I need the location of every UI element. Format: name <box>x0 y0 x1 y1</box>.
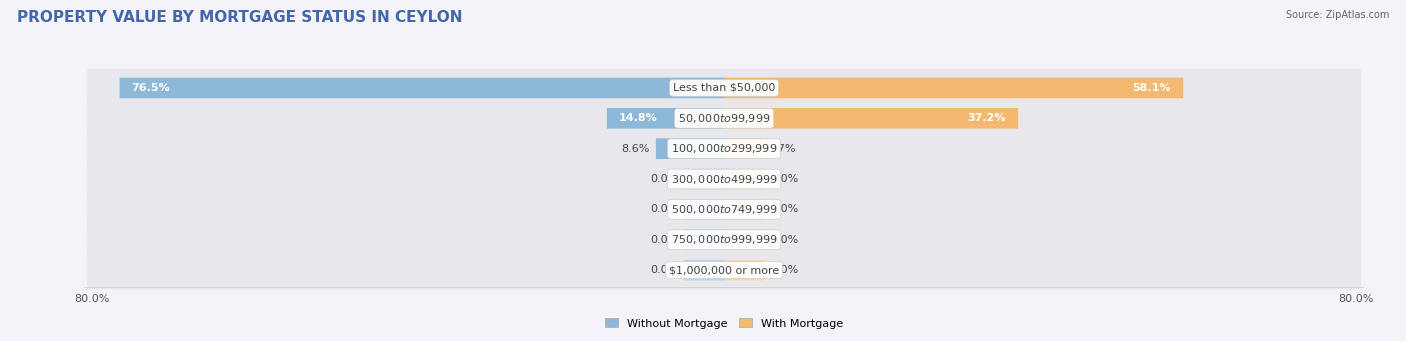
Text: 0.0%: 0.0% <box>770 265 799 275</box>
FancyBboxPatch shape <box>87 99 1361 137</box>
FancyBboxPatch shape <box>685 260 724 280</box>
FancyBboxPatch shape <box>685 199 724 220</box>
Text: 0.0%: 0.0% <box>650 204 678 214</box>
Text: $1,000,000 or more: $1,000,000 or more <box>669 265 779 275</box>
FancyBboxPatch shape <box>724 169 763 189</box>
FancyBboxPatch shape <box>655 138 724 159</box>
Text: 76.5%: 76.5% <box>132 83 170 93</box>
Text: Source: ZipAtlas.com: Source: ZipAtlas.com <box>1285 10 1389 20</box>
Text: 14.8%: 14.8% <box>619 113 658 123</box>
Legend: Without Mortgage, With Mortgage: Without Mortgage, With Mortgage <box>600 314 848 333</box>
FancyBboxPatch shape <box>724 260 763 280</box>
FancyBboxPatch shape <box>607 108 724 129</box>
FancyBboxPatch shape <box>724 199 763 220</box>
Text: $100,000 to $299,999: $100,000 to $299,999 <box>671 142 778 155</box>
FancyBboxPatch shape <box>724 229 763 250</box>
FancyBboxPatch shape <box>87 221 1361 259</box>
Text: 0.0%: 0.0% <box>770 174 799 184</box>
Text: 0.0%: 0.0% <box>770 235 799 245</box>
Text: 37.2%: 37.2% <box>967 113 1007 123</box>
FancyBboxPatch shape <box>685 229 724 250</box>
FancyBboxPatch shape <box>87 130 1361 168</box>
FancyBboxPatch shape <box>87 251 1361 289</box>
FancyBboxPatch shape <box>87 69 1361 107</box>
Text: $50,000 to $99,999: $50,000 to $99,999 <box>678 112 770 125</box>
Text: 0.0%: 0.0% <box>650 174 678 184</box>
FancyBboxPatch shape <box>724 138 762 159</box>
FancyBboxPatch shape <box>685 169 724 189</box>
Text: 58.1%: 58.1% <box>1133 83 1171 93</box>
Text: $300,000 to $499,999: $300,000 to $499,999 <box>671 173 778 186</box>
Text: 0.0%: 0.0% <box>770 204 799 214</box>
Text: PROPERTY VALUE BY MORTGAGE STATUS IN CEYLON: PROPERTY VALUE BY MORTGAGE STATUS IN CEY… <box>17 10 463 25</box>
Text: Less than $50,000: Less than $50,000 <box>673 83 775 93</box>
FancyBboxPatch shape <box>724 78 1184 98</box>
Text: $500,000 to $749,999: $500,000 to $749,999 <box>671 203 778 216</box>
Text: 0.0%: 0.0% <box>650 265 678 275</box>
Text: 4.7%: 4.7% <box>768 144 796 154</box>
Text: $750,000 to $999,999: $750,000 to $999,999 <box>671 233 778 246</box>
FancyBboxPatch shape <box>87 190 1361 228</box>
Text: 0.0%: 0.0% <box>650 235 678 245</box>
FancyBboxPatch shape <box>724 108 1018 129</box>
FancyBboxPatch shape <box>120 78 724 98</box>
Text: 8.6%: 8.6% <box>621 144 650 154</box>
FancyBboxPatch shape <box>87 160 1361 198</box>
